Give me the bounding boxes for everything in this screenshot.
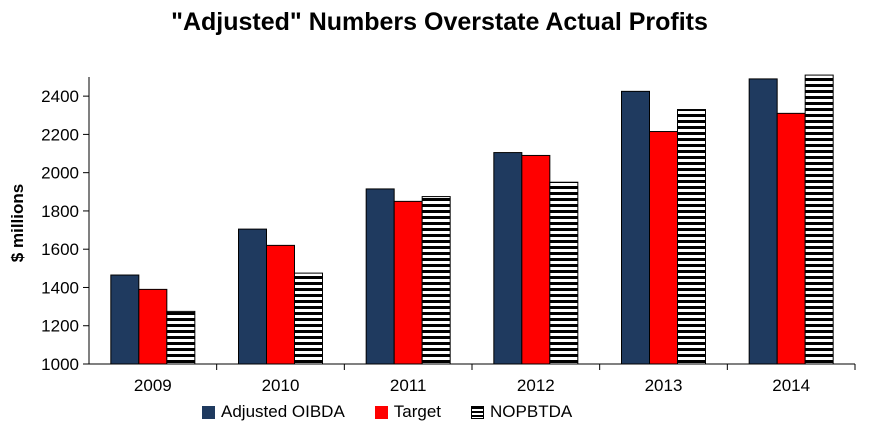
bar-target bbox=[393, 200, 423, 365]
y-axis-label: $ millions bbox=[8, 184, 27, 262]
bar-nopbtda bbox=[421, 196, 451, 365]
legend-label-target: Target bbox=[393, 402, 442, 421]
legend-swatch-nopbtda bbox=[471, 405, 485, 419]
legend: Adjusted OIBDA Target NOPBTDA bbox=[202, 400, 572, 424]
y-tick-label: 1400 bbox=[41, 278, 79, 297]
y-axis: 1000 1200 1400 1600 1800 2000 2200 2400 bbox=[41, 77, 90, 374]
x-tick-label: 2011 bbox=[390, 376, 427, 395]
bar-target bbox=[776, 112, 806, 365]
bars bbox=[110, 74, 834, 365]
legend-item-adjusted-oibda: Adjusted OIBDA bbox=[202, 402, 345, 422]
bar-target bbox=[649, 131, 678, 365]
legend-swatch-target bbox=[374, 405, 388, 419]
legend-label-adjusted-oibda: Adjusted OIBDA bbox=[221, 402, 345, 421]
bar-nopbtda bbox=[677, 109, 706, 365]
legend-item-target: Target bbox=[374, 402, 442, 422]
x-tick-label: 2013 bbox=[645, 376, 683, 395]
legend-swatch-adjusted-oibda bbox=[202, 405, 215, 419]
bar-nopbtda bbox=[166, 310, 196, 365]
bar-adjusted-oibda bbox=[621, 90, 650, 365]
bar-adjusted-oibda bbox=[110, 274, 140, 365]
y-tick-label: 1600 bbox=[41, 240, 79, 259]
y-tick-label: 2400 bbox=[41, 87, 79, 106]
bar-target bbox=[138, 288, 168, 365]
y-tick-label: 2000 bbox=[41, 164, 79, 183]
y-tick-label: 2200 bbox=[41, 125, 79, 144]
bar-nopbtda bbox=[549, 181, 579, 365]
x-tick-label: 2014 bbox=[772, 376, 810, 395]
x-tick-label: 2010 bbox=[262, 376, 300, 395]
legend-item-nopbtda: NOPBTDA bbox=[471, 402, 572, 422]
x-axis: 2009 2010 2011 2012 2013 2014 bbox=[89, 363, 856, 395]
bar-adjusted-oibda bbox=[748, 78, 778, 365]
bar-nopbtda bbox=[804, 74, 834, 365]
x-tick-label: 2012 bbox=[517, 376, 555, 395]
bar-nopbtda bbox=[294, 272, 323, 365]
bar-target bbox=[521, 154, 551, 365]
bar-adjusted-oibda bbox=[238, 228, 267, 365]
x-tick-label: 2009 bbox=[134, 376, 172, 395]
bar-adjusted-oibda bbox=[493, 152, 523, 365]
bar-adjusted-oibda bbox=[365, 188, 395, 365]
y-tick-label: 1200 bbox=[41, 317, 79, 336]
y-tick-label: 1800 bbox=[41, 202, 79, 221]
y-tick-label: 1000 bbox=[41, 355, 79, 374]
bar-target bbox=[266, 244, 295, 365]
legend-label-nopbtda: NOPBTDA bbox=[490, 402, 573, 421]
chart-title: "Adjusted" Numbers Overstate Actual Prof… bbox=[171, 8, 708, 36]
